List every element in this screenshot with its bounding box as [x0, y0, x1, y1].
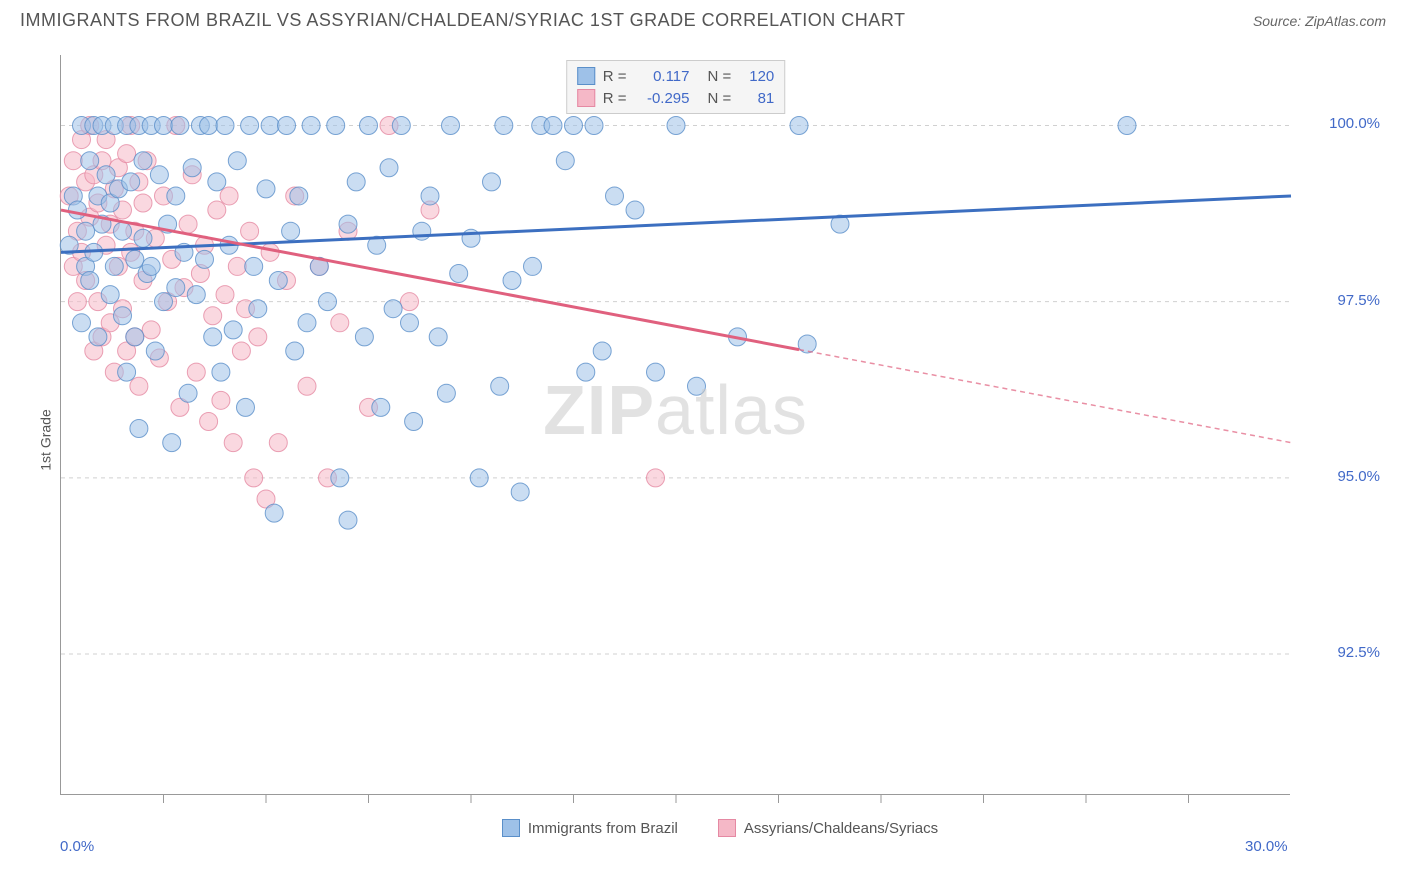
plot-area: ZIPatlas R =0.117N =120R =-0.295N =81	[60, 55, 1290, 795]
stats-legend-row: R = -0.295 N = 81	[577, 87, 775, 109]
y-tick-label: 95.0%	[1337, 468, 1380, 485]
stat-label: R =	[603, 90, 627, 107]
series-legend: Immigrants from Brazil Assyrians/Chaldean…	[50, 819, 1390, 837]
x-tick-label: 0.0%	[60, 838, 94, 855]
legend-swatch	[577, 89, 595, 107]
source-attribution: Source: ZipAtlas.com	[1253, 13, 1386, 29]
legend-label: Assyrians/Chaldeans/Syriacs	[744, 820, 938, 837]
n-value: 81	[739, 90, 774, 107]
legend-label: Immigrants from Brazil	[528, 820, 678, 837]
stat-label: N =	[708, 90, 732, 107]
legend-item: Immigrants from Brazil	[502, 819, 678, 837]
y-tick-label: 100.0%	[1329, 115, 1380, 132]
y-axis-label: 1st Grade	[38, 409, 54, 470]
stat-label: N =	[708, 68, 732, 85]
y-tick-labels: 92.5% 95.0% 97.5% 100.0%	[1310, 55, 1390, 795]
r-value: -0.295	[635, 90, 690, 107]
stats-legend-row: R = 0.117 N = 120	[577, 65, 775, 87]
r-value: 0.117	[635, 68, 690, 85]
y-tick-label: 97.5%	[1337, 292, 1380, 309]
n-value: 120	[739, 68, 774, 85]
legend-swatch	[502, 819, 520, 837]
stats-legend: R = 0.117 N = 120 R = -0.295 N = 81	[566, 60, 786, 114]
legend-item: Assyrians/Chaldeans/Syriacs	[718, 819, 938, 837]
correlation-chart: 1st Grade ZIPatlas R =0.117N =120R =-0.2…	[50, 45, 1390, 835]
x-tick-label: 30.0%	[1245, 838, 1288, 855]
stat-label: R =	[603, 68, 627, 85]
y-tick-label: 92.5%	[1337, 644, 1380, 661]
legend-swatch	[577, 67, 595, 85]
page-title: IMMIGRANTS FROM BRAZIL VS ASSYRIAN/CHALD…	[20, 10, 905, 31]
legend-swatch	[718, 819, 736, 837]
